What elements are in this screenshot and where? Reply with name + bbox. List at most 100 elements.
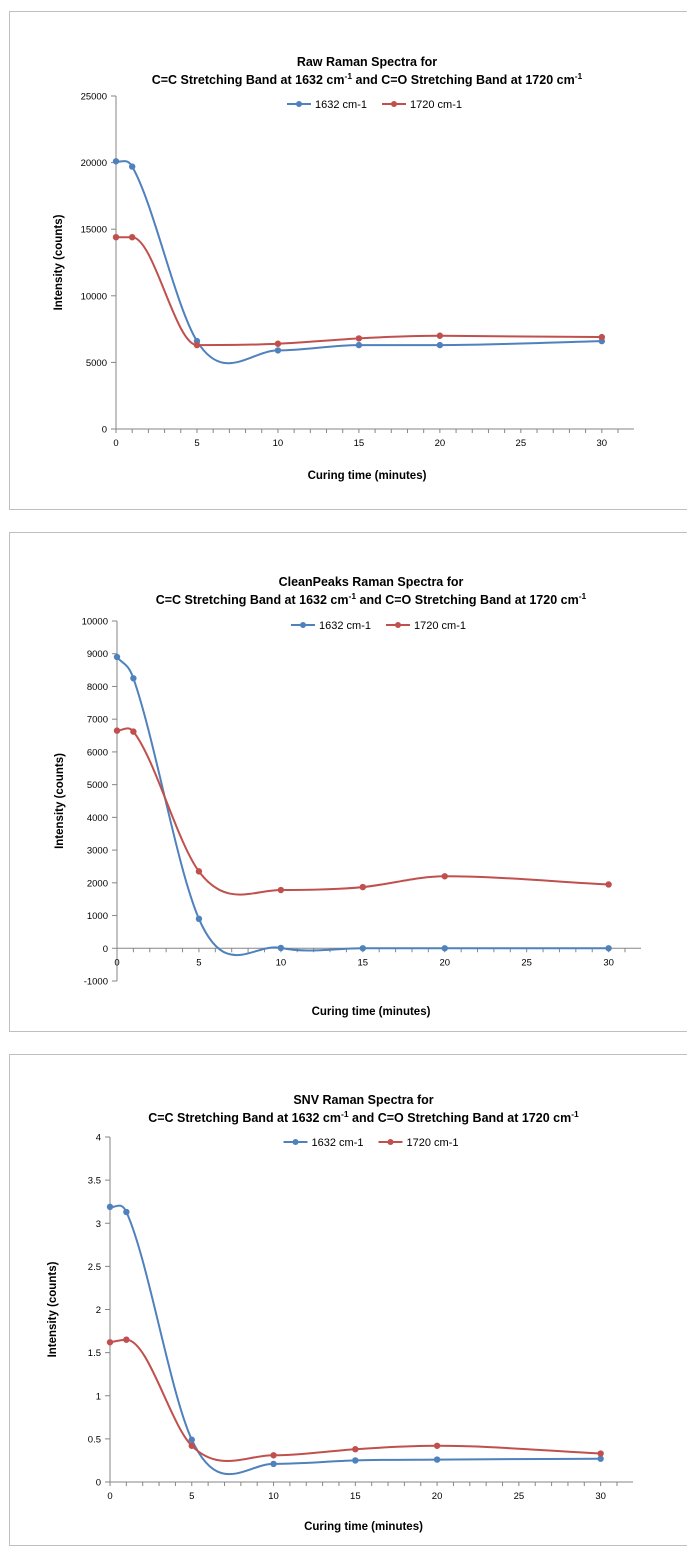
raw-series-0-point-1 <box>128 163 136 170</box>
raw-y-axis-title: Intensity (counts) <box>53 214 65 310</box>
snv-series-1-point-6 <box>597 1450 604 1457</box>
chart-svg-raw: Raw Raman Spectra for C=C Stretching Band… <box>53 55 634 482</box>
raw-series-line-0 <box>115 160 602 365</box>
snv-series-0-point-2 <box>188 1436 195 1443</box>
raw-series-0-point-4 <box>355 341 363 349</box>
cleanpeaks-series-1-point-1 <box>130 728 137 735</box>
cleanpeaks-chart-title: CleanPeaks Raman Spectra for <box>279 575 464 589</box>
snv-x-tick-label-3: 15 <box>350 1491 361 1502</box>
cleanpeaks-series-0-point-0 <box>113 653 121 661</box>
snv-legend-marker-0 <box>292 1139 299 1145</box>
cleanpeaks-subtitle-part-2: and C=O Stretching Band at 1720 cm <box>356 593 579 607</box>
raw-series-1-point-3 <box>274 340 282 347</box>
cleanpeaks-y-tick-label-0: -1000 <box>84 977 108 988</box>
cleanpeaks-series-0-point-3 <box>277 944 285 952</box>
cleanpeaks-series-1-point-6 <box>605 881 612 888</box>
raw-subtitle-part-3: -1 <box>575 71 583 81</box>
cleanpeaks-y-tick-label-1: 0 <box>103 944 108 955</box>
snv-x-tick-label-6: 30 <box>595 1491 606 1502</box>
snv-y-tick-label-3: 1.5 <box>88 1348 101 1359</box>
chart-panel-raw: Raw Raman Spectra for C=C Stretching Band… <box>9 11 687 510</box>
raw-series-1-point-2 <box>193 341 201 349</box>
raw-y-tick-label-2: 10000 <box>81 291 107 302</box>
cleanpeaks-x-tick-label-4: 20 <box>439 957 450 968</box>
cleanpeaks-y-tick-label-5: 4000 <box>87 813 108 824</box>
cleanpeaks-y-tick-label-11: 10000 <box>82 617 108 628</box>
cleanpeaks-subtitle-part-1: -1 <box>349 591 357 601</box>
chart-svg-cleanpeaks: CleanPeaks Raman Spectra for C=C Stretchi… <box>54 575 641 1018</box>
snv-legend-entry-0: 1632 cm-1 <box>283 1137 363 1149</box>
snv-series-0-point-6 <box>597 1455 604 1462</box>
raw-x-tick-label-4: 20 <box>435 438 446 449</box>
cleanpeaks-series-line-0 <box>116 656 609 957</box>
raw-legend-marker-1 <box>391 101 397 107</box>
snv-series-1-point-5 <box>433 1442 441 1449</box>
cleanpeaks-x-tick-label-1: 5 <box>196 957 201 968</box>
cleanpeaks-legend-marker-1 <box>395 622 401 628</box>
cleanpeaks-y-tick-label-2: 1000 <box>87 911 108 922</box>
raw-subtitle-part-2: and C=O Stretching Band at 1720 cm <box>352 73 575 87</box>
cleanpeaks-legend-label-0: 1632 cm-1 <box>319 620 371 632</box>
raw-series-1-point-4 <box>355 335 363 342</box>
snv-x-tick-label-4: 20 <box>432 1491 443 1502</box>
snv-y-tick-label-2: 1 <box>96 1391 101 1402</box>
raw-legend-entry-0: 1632 cm-1 <box>287 99 367 111</box>
raw-x-tick-label-5: 25 <box>516 438 527 449</box>
raw-series-line-1 <box>116 236 602 347</box>
snv-subtitle-part-3: -1 <box>571 1109 579 1119</box>
snv-chart-title: SNV Raman Spectra for <box>293 1093 433 1107</box>
snv-y-tick-label-6: 3 <box>96 1219 101 1230</box>
raw-x-axis-title: Curing time (minutes) <box>308 470 427 482</box>
cleanpeaks-subtitle-part-3: -1 <box>579 591 587 601</box>
cleanpeaks-y-tick-label-3: 2000 <box>87 878 108 889</box>
raw-subtitle-part-0: C=C Stretching Band at 1632 cm <box>152 73 345 87</box>
cleanpeaks-x-tick-label-2: 10 <box>276 957 287 968</box>
raw-x-tick-label-3: 15 <box>354 438 365 449</box>
cleanpeaks-y-tick-label-9: 8000 <box>87 682 108 693</box>
chart-panel-cleanpeaks: CleanPeaks Raman Spectra for C=C Stretchi… <box>9 532 687 1032</box>
snv-series-line-0 <box>109 1204 601 1475</box>
chart-svg-snv: SNV Raman Spectra for C=C Stretching Band… <box>47 1093 633 1533</box>
snv-series-1-point-1 <box>123 1336 130 1343</box>
cleanpeaks-y-tick-label-8: 7000 <box>87 715 108 726</box>
snv-y-tick-label-8: 4 <box>96 1133 101 1144</box>
cleanpeaks-legend-marker-0 <box>300 622 306 628</box>
cleanpeaks-y-tick-label-6: 5000 <box>87 780 108 791</box>
snv-series-0-point-3 <box>270 1460 277 1468</box>
snv-y-tick-label-1: 0.5 <box>88 1434 101 1445</box>
snv-y-tick-label-5: 2.5 <box>88 1262 101 1273</box>
cleanpeaks-legend-entry-0: 1632 cm-1 <box>291 620 371 632</box>
cleanpeaks-series-0-point-4 <box>359 945 367 952</box>
snv-x-axis-title: Curing time (minutes) <box>304 1521 423 1533</box>
raw-series-1-point-0 <box>112 233 120 241</box>
snv-x-tick-label-1: 5 <box>189 1491 194 1502</box>
snv-series-0-point-5 <box>433 1456 441 1463</box>
cleanpeaks-x-tick-label-0: 0 <box>114 957 119 968</box>
cleanpeaks-series-1-point-4 <box>359 883 367 891</box>
raw-x-tick-label-2: 10 <box>273 438 284 449</box>
raw-x-tick-label-1: 5 <box>194 438 199 449</box>
cleanpeaks-legend-entry-1: 1720 cm-1 <box>386 620 466 632</box>
raw-chart-subtitle: C=C Stretching Band at 1632 cm-1 and C=O… <box>152 71 583 87</box>
chart-panel-snv: SNV Raman Spectra for C=C Stretching Band… <box>9 1054 687 1546</box>
raw-series-1-point-6 <box>598 333 606 341</box>
snv-series-0-point-4 <box>352 1457 359 1464</box>
snv-legend-entry-1: 1720 cm-1 <box>378 1137 458 1149</box>
snv-series-0-point-0 <box>106 1203 114 1211</box>
cleanpeaks-series-line-1 <box>116 727 609 896</box>
raw-series-0-point-5 <box>436 341 444 349</box>
snv-x-tick-label-2: 10 <box>268 1491 279 1502</box>
raw-y-tick-label-4: 20000 <box>81 158 107 169</box>
raw-subtitle-part-1: -1 <box>345 71 353 81</box>
snv-y-tick-label-7: 3.5 <box>88 1176 101 1187</box>
raw-legend-entry-1: 1720 cm-1 <box>382 99 462 111</box>
raw-legend-label-1: 1720 cm-1 <box>410 99 462 111</box>
raw-series-1-point-1 <box>128 233 136 241</box>
snv-subtitle-part-1: -1 <box>341 1109 349 1119</box>
snv-series-line-1 <box>109 1338 601 1462</box>
cleanpeaks-series-0-point-1 <box>130 675 137 682</box>
cleanpeaks-y-tick-label-7: 6000 <box>87 747 108 758</box>
cleanpeaks-series-1-point-5 <box>441 873 448 880</box>
raw-y-tick-label-3: 15000 <box>81 225 107 236</box>
cleanpeaks-series-0-point-2 <box>195 915 203 923</box>
